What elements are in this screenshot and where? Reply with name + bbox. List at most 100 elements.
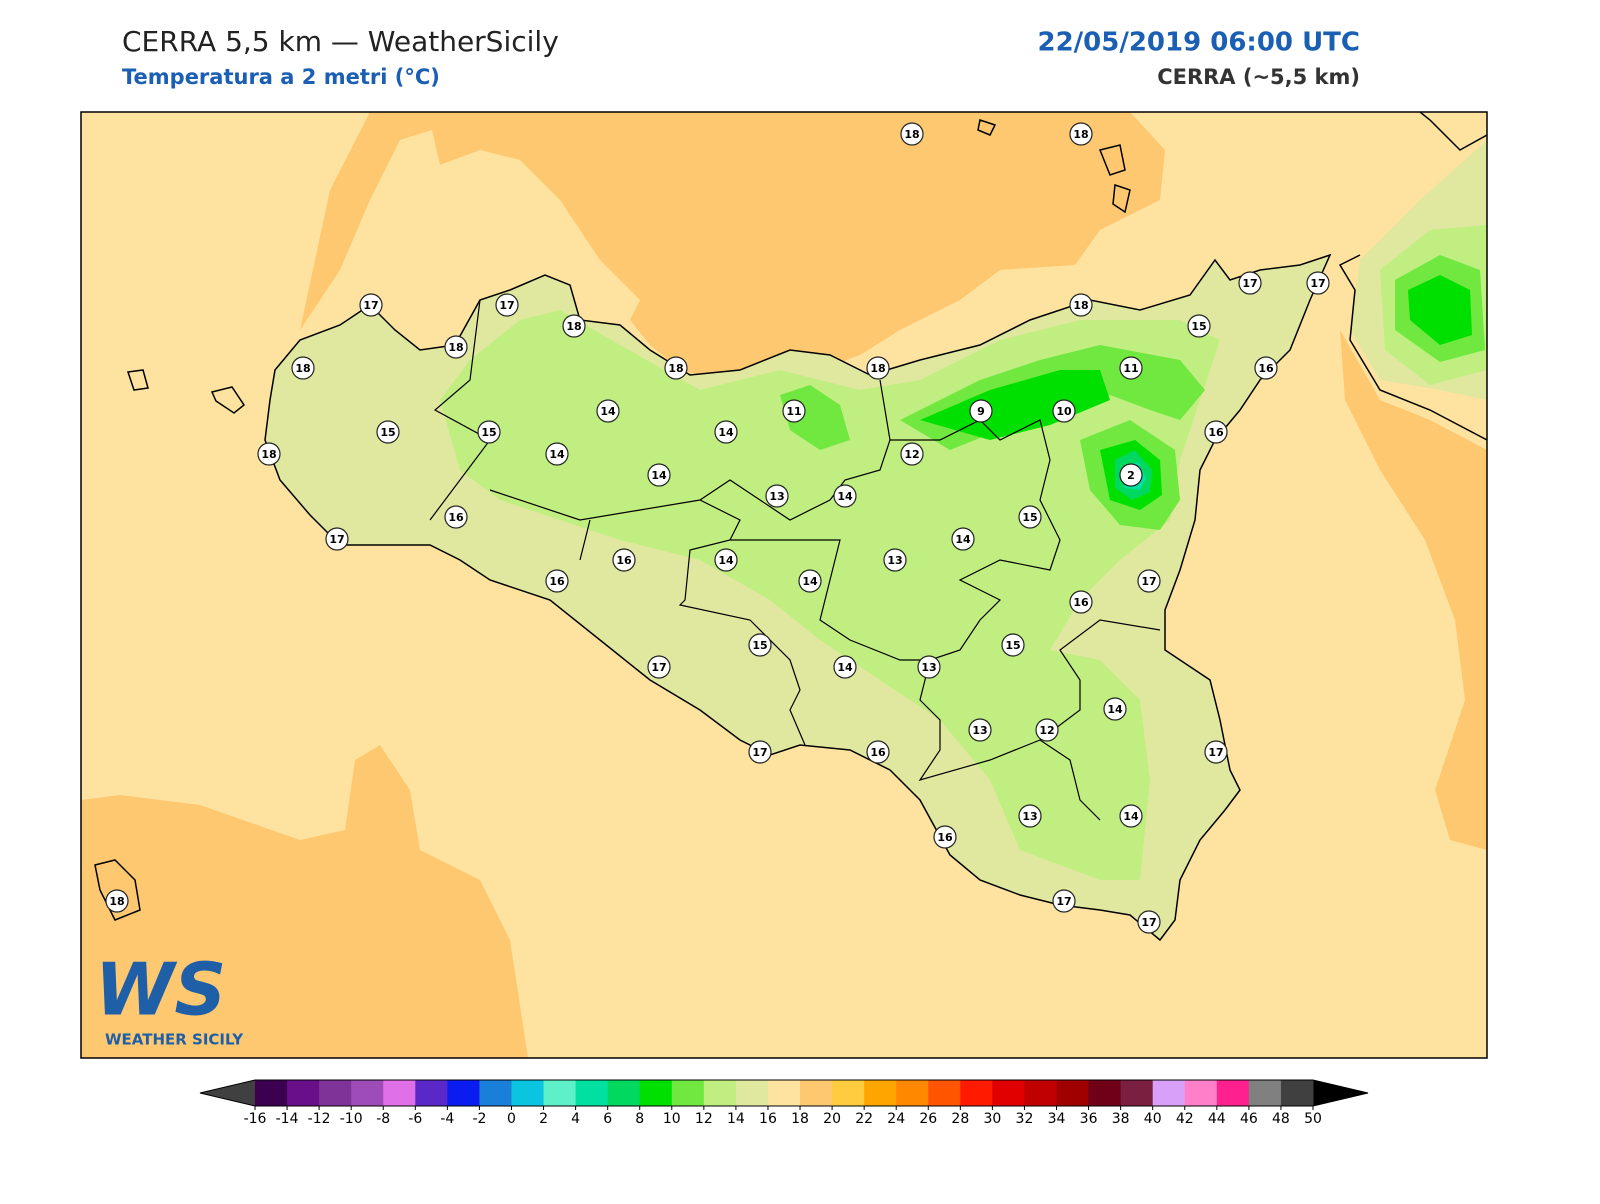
station-marker (833, 655, 857, 679)
colorbar-tick-label: 32 (1016, 1111, 1034, 1127)
station-marker (596, 399, 620, 423)
logo: WS WEATHER SICILY (95, 948, 244, 1049)
station-value: 18 (566, 320, 581, 333)
colorbar-tick-label: -10 (340, 1111, 363, 1127)
colorbar-bin (1088, 1080, 1122, 1106)
station-value: 17 (651, 661, 666, 674)
station-marker (444, 335, 468, 359)
province-border (429, 299, 1161, 821)
colorbar-tick-label: 46 (1240, 1111, 1258, 1127)
station-marker (1018, 804, 1042, 828)
station-marker (1254, 356, 1278, 380)
colorbar-tick-label: -14 (276, 1111, 299, 1127)
colorbar-bin (1280, 1080, 1314, 1106)
station-marker (833, 484, 857, 508)
station-marker (1119, 463, 1143, 487)
station-value: 14 (1123, 810, 1139, 823)
station-value: 18 (668, 362, 683, 375)
colorbar-bin (992, 1080, 1025, 1106)
station-marker (105, 889, 129, 913)
colorbar-bin (735, 1080, 769, 1106)
station-value: 18 (1073, 299, 1088, 312)
station-value: 14 (955, 533, 971, 546)
coastline (1419, 112, 1487, 151)
colorbar-tick-label: 22 (855, 1111, 873, 1127)
station-value: 16 (549, 575, 565, 588)
station-value: 16 (616, 554, 632, 567)
colorbar-tick-label: 8 (635, 1111, 644, 1127)
station-marker (1069, 293, 1093, 317)
colorbar-tick-label: 12 (695, 1111, 713, 1127)
station-marker (883, 548, 907, 572)
station-value: 2 (1127, 469, 1135, 482)
station-value: 9 (977, 405, 985, 418)
station-marker (1137, 910, 1161, 934)
station-value: 17 (499, 299, 514, 312)
colorbar-bin (1248, 1080, 1282, 1106)
colorbar-tick-label: 14 (727, 1111, 745, 1127)
stations: 18 18 17 17 17 17 18 18 15 18 18 18 18 11 16 14 11 9 10 15 1… (105, 122, 1330, 934)
colorbar-bin (575, 1080, 609, 1106)
colorbar-tick-label: 16 (759, 1111, 777, 1127)
station-marker (647, 655, 671, 679)
map (81, 112, 1487, 1058)
datetime: 22/05/2019 06:00 UTC (1037, 28, 1360, 58)
station-marker (969, 399, 993, 423)
colorbar-tick-label: -8 (376, 1111, 390, 1127)
station-marker (545, 442, 569, 466)
station-value: 14 (718, 426, 734, 439)
field (440, 310, 1220, 880)
colorbar-tick-label: 40 (1144, 1111, 1162, 1127)
colorbar-bin (383, 1080, 416, 1106)
colorbar-bin (543, 1080, 577, 1106)
title: CERRA 5,5 km — WeatherSicily (122, 25, 559, 58)
station-marker (900, 442, 924, 466)
station-marker (376, 420, 400, 444)
colorbar-bin (1184, 1080, 1218, 1106)
station-value: 16 (1073, 596, 1089, 609)
field (1340, 330, 1487, 850)
station-marker (1137, 569, 1161, 593)
map-frame (80, 111, 1488, 1059)
station-value: 15 (1022, 511, 1037, 524)
colorbar-over (1313, 1080, 1368, 1106)
station-marker (917, 655, 941, 679)
field (300, 112, 1165, 385)
colorbar: -16 -14 -12 -10 -8 -6 -4 -2 0 2 4 6 8 10 12 14 16 18 20 22 2… (199, 1079, 1369, 1127)
colorbar-tick-label: -4 (440, 1111, 454, 1127)
station-marker (1069, 122, 1093, 146)
station-marker (1052, 399, 1076, 423)
station-value: 16 (870, 746, 886, 759)
station-marker (257, 442, 281, 466)
station-marker (1238, 271, 1262, 295)
station-value: 12 (904, 448, 919, 461)
logo-mark: WS (95, 948, 226, 1032)
station-marker (782, 399, 806, 423)
station-value: 11 (1123, 362, 1138, 375)
station-value: 17 (329, 533, 344, 546)
colorbar-bin (960, 1080, 993, 1106)
station-value: 14 (600, 405, 616, 418)
colorbar-bin (1024, 1080, 1058, 1106)
station-marker (562, 314, 586, 338)
station-value: 18 (448, 341, 463, 354)
station-marker (933, 825, 957, 849)
colorbar-bin (767, 1080, 801, 1106)
station-value: 16 (1208, 426, 1224, 439)
station-marker (495, 293, 519, 317)
colorbar-bin (319, 1080, 352, 1106)
station-value: 17 (1242, 277, 1257, 290)
coastline (264, 253, 1332, 942)
subtitle: Temperatura a 2 metri (°C) (122, 65, 440, 89)
colorbar-tick-label: 30 (983, 1111, 1001, 1127)
colorbar-tick-label: 20 (823, 1111, 841, 1127)
station-value: 17 (752, 746, 767, 759)
station-marker (765, 484, 789, 508)
station-value: 18 (1073, 128, 1088, 141)
colorbar-tick-label: 36 (1080, 1111, 1098, 1127)
field (920, 370, 1110, 440)
station-value: 13 (972, 724, 987, 737)
colorbar-tick-label: 48 (1272, 1111, 1290, 1127)
station-marker (612, 548, 636, 572)
